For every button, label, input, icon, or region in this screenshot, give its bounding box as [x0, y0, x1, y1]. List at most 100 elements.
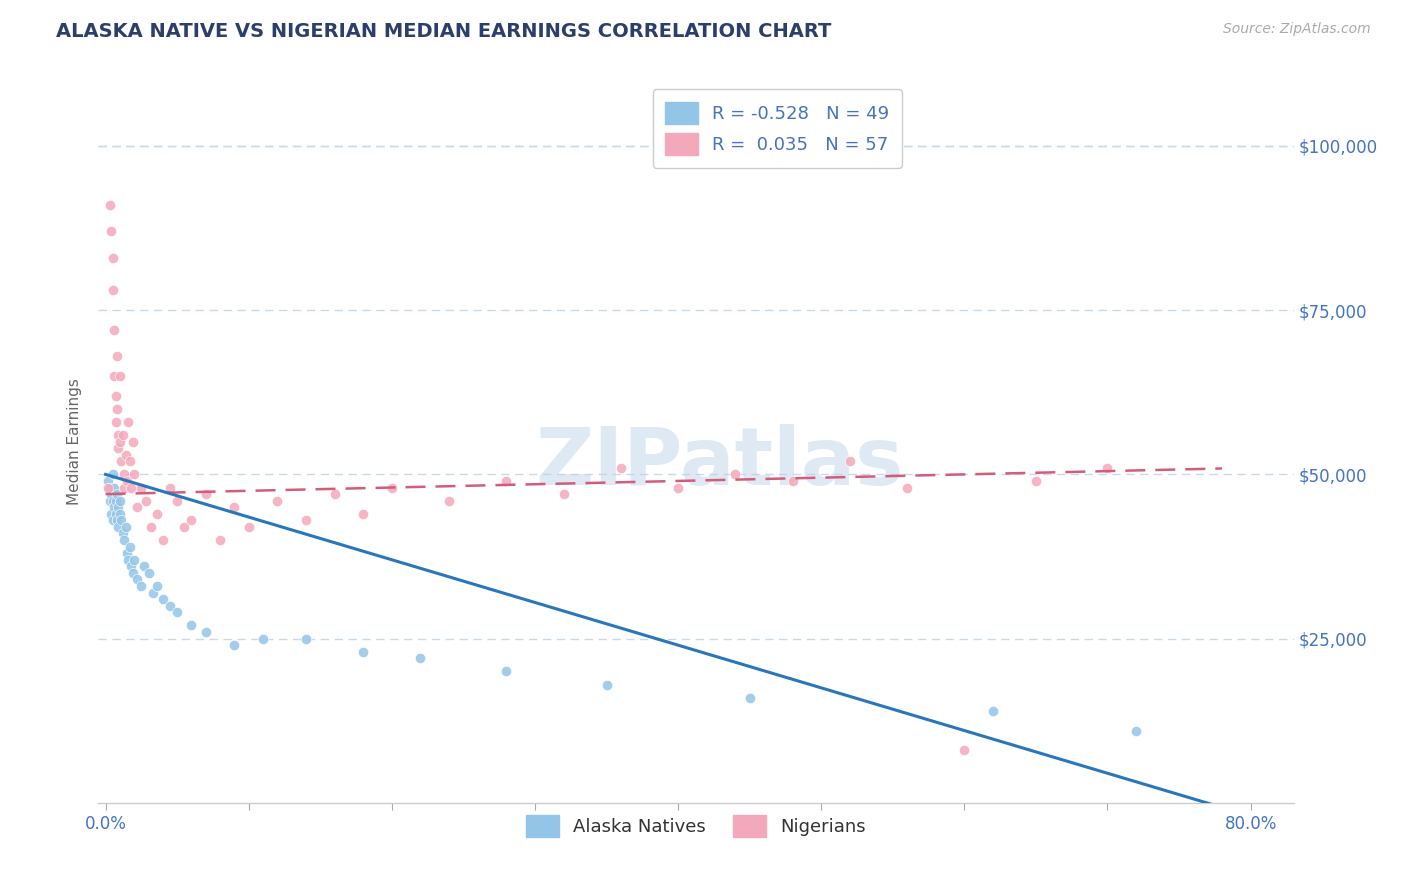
- Point: [120, 559, 142, 574]
- Point: [104, 388, 127, 402]
- Point: [97, 474, 120, 488]
- Point: [117, 415, 139, 429]
- Point: [1097, 460, 1119, 475]
- Point: [159, 599, 181, 613]
- Point: [180, 618, 202, 632]
- Point: [666, 481, 689, 495]
- Point: [104, 507, 127, 521]
- Point: [101, 493, 124, 508]
- Point: [166, 493, 188, 508]
- Point: [1025, 474, 1047, 488]
- Point: [782, 474, 804, 488]
- Point: [115, 546, 138, 560]
- Point: [103, 500, 125, 515]
- Point: [180, 513, 202, 527]
- Point: [595, 677, 617, 691]
- Point: [101, 513, 124, 527]
- Point: [323, 487, 346, 501]
- Point: [100, 224, 122, 238]
- Point: [194, 625, 217, 640]
- Point: [101, 251, 124, 265]
- Point: [838, 454, 860, 468]
- Point: [112, 481, 135, 495]
- Point: [295, 513, 318, 527]
- Point: [112, 467, 135, 482]
- Y-axis label: Median Earnings: Median Earnings: [67, 378, 83, 505]
- Point: [114, 448, 136, 462]
- Point: [131, 579, 153, 593]
- Text: ZIPatlas: ZIPatlas: [536, 425, 904, 502]
- Point: [146, 507, 169, 521]
- Point: [110, 513, 132, 527]
- Point: [98, 493, 121, 508]
- Point: [105, 349, 128, 363]
- Point: [111, 526, 134, 541]
- Point: [105, 401, 128, 416]
- Point: [121, 566, 143, 580]
- Point: [252, 632, 274, 646]
- Point: [101, 467, 124, 482]
- Point: [495, 474, 517, 488]
- Point: [111, 428, 134, 442]
- Point: [224, 638, 246, 652]
- Point: [173, 520, 195, 534]
- Text: ALASKA NATIVE VS NIGERIAN MEDIAN EARNINGS CORRELATION CHART: ALASKA NATIVE VS NIGERIAN MEDIAN EARNING…: [56, 22, 831, 41]
- Point: [209, 533, 232, 547]
- Point: [553, 487, 575, 501]
- Point: [103, 323, 125, 337]
- Point: [125, 500, 148, 515]
- Point: [409, 651, 432, 665]
- Point: [152, 592, 174, 607]
- Point: [100, 507, 122, 521]
- Point: [159, 481, 181, 495]
- Point: [125, 573, 148, 587]
- Point: [122, 553, 145, 567]
- Point: [105, 487, 128, 501]
- Point: [107, 520, 129, 534]
- Point: [724, 467, 747, 482]
- Point: [495, 665, 517, 679]
- Point: [107, 428, 129, 442]
- Point: [115, 474, 138, 488]
- Point: [352, 645, 374, 659]
- Point: [146, 579, 169, 593]
- Point: [610, 460, 633, 475]
- Point: [224, 500, 246, 515]
- Point: [108, 493, 131, 508]
- Point: [738, 690, 761, 705]
- Point: [120, 481, 142, 495]
- Point: [118, 540, 141, 554]
- Point: [98, 198, 121, 212]
- Point: [437, 493, 460, 508]
- Point: [114, 520, 136, 534]
- Point: [104, 493, 127, 508]
- Point: [107, 500, 129, 515]
- Point: [107, 441, 129, 455]
- Point: [117, 553, 139, 567]
- Point: [134, 559, 156, 574]
- Point: [121, 434, 143, 449]
- Point: [981, 704, 1004, 718]
- Point: [194, 487, 217, 501]
- Point: [238, 520, 260, 534]
- Point: [100, 487, 122, 501]
- Point: [110, 454, 132, 468]
- Point: [152, 533, 174, 547]
- Point: [112, 533, 135, 547]
- Point: [101, 284, 124, 298]
- Point: [108, 368, 131, 383]
- Point: [352, 507, 374, 521]
- Point: [97, 481, 120, 495]
- Legend: Alaska Natives, Nigerians: Alaska Natives, Nigerians: [519, 808, 873, 845]
- Point: [131, 481, 153, 495]
- Point: [166, 605, 188, 619]
- Point: [142, 585, 165, 599]
- Point: [953, 743, 976, 757]
- Text: Source: ZipAtlas.com: Source: ZipAtlas.com: [1223, 22, 1371, 37]
- Point: [122, 467, 145, 482]
- Point: [108, 434, 131, 449]
- Point: [103, 481, 125, 495]
- Point: [135, 493, 157, 508]
- Point: [381, 481, 404, 495]
- Point: [896, 481, 918, 495]
